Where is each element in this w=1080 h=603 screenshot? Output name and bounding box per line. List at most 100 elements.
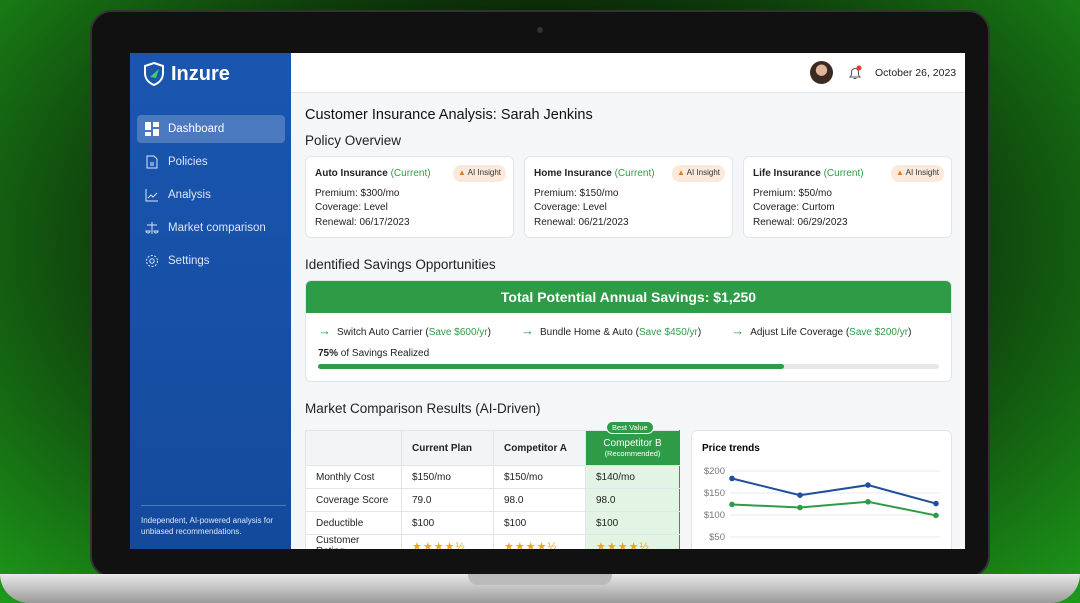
table-cell: 98.0 [493,488,586,512]
progress-label: 75% of Savings Realized [306,348,951,359]
savings-progress-bar [318,364,939,369]
sidebar-item-policies[interactable]: Policies [137,148,285,176]
top-bar: October 26, 2023 [291,53,965,93]
policy-status: (Current) [823,168,864,179]
sidebar-item-dashboard[interactable]: Dashboard [137,115,285,143]
savings-item-label: Adjust Life Coverage [750,327,844,338]
premium: Premium: $50/mo [753,187,832,199]
ai-insight-label: AI Insight [686,168,720,177]
sidebar-item-label: Market comparison [168,222,266,234]
competitor-b-label: Competitor B [603,438,662,449]
table-cell: $150/mo [493,465,586,489]
recommended-label: (Recommended) [604,449,661,458]
scale-icon [145,222,159,234]
ai-insight-badge[interactable]: ▲ AI Insight [890,165,944,182]
table-cell: $100 [401,511,494,535]
sidebar-item-analysis[interactable]: Analysis [137,181,285,209]
table-cell: ★★★★½ [493,534,586,549]
sidebar: Inzure Dashboard Policies Analysis Marke… [130,53,291,549]
series-line [731,500,937,517]
savings-item-label: Bundle Home & Auto [539,327,633,338]
document-icon [146,155,158,169]
data-point[interactable] [797,504,803,511]
best-value-badge: Best Value [606,421,654,434]
savings-heading: Identified Savings Opportunities [305,257,496,272]
col-competitor-a: Competitor A [493,430,586,466]
chart-plot: $200 $150 $100 $50 [704,466,940,543]
row-label: Monthly Cost [305,465,402,489]
coverage: Coverage: Level [534,202,607,213]
coverage: Coverage: Curtom [753,202,835,213]
premium: Premium: $300/mo [315,187,400,199]
table-row: Deductible $100 $100 $100 [305,511,680,535]
renewal: Renewal: 06/29/2023 [753,216,848,228]
market-heading: Market Comparison Results (AI-Driven) [305,401,541,416]
gear-icon [146,255,158,267]
table-cell: 79.0 [401,488,494,512]
warning-icon: ▲ [895,168,904,177]
ai-insight-badge[interactable]: ▲ AI Insight [671,165,725,182]
series-line [731,477,937,505]
laptop-notch [468,574,612,585]
sidebar-item-label: Dashboard [168,123,225,135]
renewal: Renewal: 06/17/2023 [315,216,410,228]
policy-card-life[interactable]: Life Insurance (Current) ▲ AI Insight Prem… [743,156,952,238]
savings-amount: Save $200/yr [849,327,909,338]
data-point[interactable] [729,475,735,482]
row-label: Coverage Score [305,488,402,512]
table-cell: $150/mo [401,465,494,489]
data-point[interactable] [933,512,939,519]
table-cell: 98.0 [585,488,680,512]
table-cell: ★★★★½ [401,534,494,549]
header-empty [305,430,402,466]
comparison-table: Current Plan Competitor A Best Value Compet… [305,421,680,549]
sidebar-item-settings[interactable]: Settings [137,247,285,275]
table-cell: ★★★★½ [585,534,680,549]
arrow-right-icon: → [520,323,534,338]
price-trends-chart: Price trends $200 $150 $100 $50 [691,430,952,549]
policy-card-home[interactable]: Home Insurance (Current) ▲ AI Insight Prem… [524,156,733,238]
data-point[interactable] [865,499,871,505]
savings-item[interactable]: → Bundle Home & Auto (Save $450/yr) [520,323,702,338]
total-savings-banner: Total Potential Annual Savings: $1,250 [306,281,951,313]
savings-item[interactable]: → Adjust Life Coverage (Save $200/yr) [731,323,912,338]
avatar[interactable] [810,61,833,84]
row-label: Deductible [305,511,402,535]
arrow-right-icon: → [318,323,331,338]
savings-amount: Save $600/yr [428,327,488,338]
dashboard-icon [145,122,159,136]
col-competitor-b[interactable]: Best Value Competitor B (Recommended) [585,421,680,466]
progress-text: of Savings Realized [340,348,430,359]
col-current-plan: Current Plan [401,430,494,466]
chart-icon [145,189,158,202]
savings-amount: Save $450/yr [638,327,698,338]
logo[interactable]: Inzure [143,62,230,86]
premium: Premium: $150/mo [534,187,619,199]
data-point[interactable] [797,492,803,498]
ai-insight-badge[interactable]: ▲ AI Insight [452,165,506,182]
progress-percent: 75% [318,348,339,359]
bell-icon[interactable] [847,65,863,81]
warning-icon: ▲ [457,168,466,177]
policy-name: Life Insurance [753,168,821,179]
page-title: Customer Insurance Analysis: Sarah Jenki… [305,107,593,123]
table-cell: $100 [493,511,586,535]
data-point[interactable] [729,501,735,508]
policy-status: (Current) [614,168,655,179]
policy-card-auto[interactable]: Auto Insurance (Current) ▲ AI Insight Prem… [305,156,514,238]
warning-icon: ▲ [676,168,685,177]
renewal: Renewal: 06/21/2023 [534,216,629,228]
row-label: Customer Rating [305,534,402,549]
ai-insight-label: AI Insight [905,168,939,177]
sidebar-item-market-comparison[interactable]: Market comparison [137,214,285,242]
current-date: October 26, 2023 [875,67,957,79]
savings-item[interactable]: → Switch Auto Carrier (Save $600/yr) [318,323,491,338]
arrow-right-icon: → [731,323,745,338]
data-point[interactable] [865,482,871,488]
y-tick-label: $150 [704,488,725,499]
sidebar-item-label: Settings [168,255,210,267]
y-tick-label: $100 [704,510,725,521]
y-tick-label: $200 [704,466,725,477]
data-point[interactable] [933,500,939,507]
shield-logo-icon [144,62,164,86]
